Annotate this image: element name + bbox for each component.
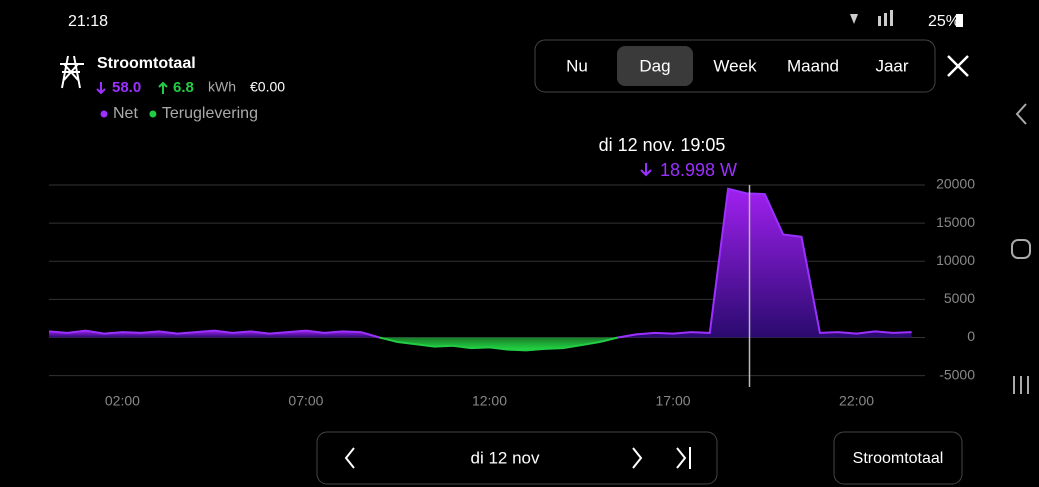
series-line (48, 329, 380, 339)
x-tick-label: 02:00 (105, 393, 140, 409)
legend-dot (100, 110, 108, 118)
x-tick-label: 12:00 (472, 393, 507, 409)
cost: €0.00 (250, 79, 285, 95)
nav-back[interactable] (1015, 103, 1027, 125)
y-tick-label: 20000 (936, 176, 975, 192)
series-button-label: Stroomtotaal (853, 450, 944, 467)
tab-bar (534, 39, 936, 93)
header-title: Stroomtotaal (97, 55, 196, 72)
nav-home[interactable] (1011, 239, 1031, 259)
status-icons (850, 10, 893, 26)
tab[interactable]: Dag (639, 56, 670, 75)
tab-active-bg (617, 46, 693, 86)
nav-recents[interactable] (1013, 376, 1029, 394)
battery: 25% (928, 13, 960, 30)
legend-label: Net (113, 105, 138, 122)
area-fill (379, 337, 618, 351)
next-day[interactable] (632, 447, 643, 469)
cursor-date: di 12 nov. 19:05 (599, 135, 726, 155)
tab[interactable]: Jaar (875, 56, 908, 75)
y-tick-label: 5000 (944, 290, 975, 306)
legend-label: Teruglevering (162, 105, 258, 122)
export-arrow (158, 81, 168, 94)
export-value: 6.8 (173, 79, 194, 96)
close-button[interactable] (947, 55, 969, 77)
area-fill (618, 188, 912, 338)
tab[interactable]: Week (713, 56, 757, 75)
y-tick-label: -5000 (939, 366, 975, 382)
series-line (617, 187, 912, 339)
y-tick-label: 0 (967, 328, 975, 344)
x-tick-label: 07:00 (288, 393, 323, 409)
series-line (379, 336, 619, 352)
prev-day[interactable] (344, 447, 355, 469)
chart: -5000 0 5000 10000 15000 20000 02:00 07:00 12:00… (48, 176, 975, 409)
cursor-value: 18.998 W (660, 160, 737, 180)
x-tick-label: 22:00 (839, 393, 874, 409)
tabs: Nu Dag Week Maand Jaar (566, 46, 909, 86)
series-button[interactable] (833, 431, 963, 485)
tab[interactable]: Maand (787, 56, 839, 75)
y-tick-label: 15000 (936, 214, 975, 230)
pylon-icon (60, 55, 84, 89)
cursor-arrow (640, 163, 652, 177)
last-day[interactable] (676, 447, 691, 469)
import-arrow (96, 82, 106, 95)
battery-icon (956, 14, 963, 27)
status-time: 21:18 (68, 13, 108, 30)
nav-date: di 12 nov (471, 448, 540, 467)
import-value: 58.0 (112, 79, 141, 96)
unit: kWh (208, 79, 236, 95)
legend-dot (149, 110, 157, 118)
x-tick-label: 17:00 (656, 393, 691, 409)
legend: Net Teruglevering (100, 105, 258, 122)
date-nav (316, 431, 718, 485)
tab[interactable]: Nu (566, 56, 588, 75)
y-tick-label: 10000 (936, 252, 975, 268)
